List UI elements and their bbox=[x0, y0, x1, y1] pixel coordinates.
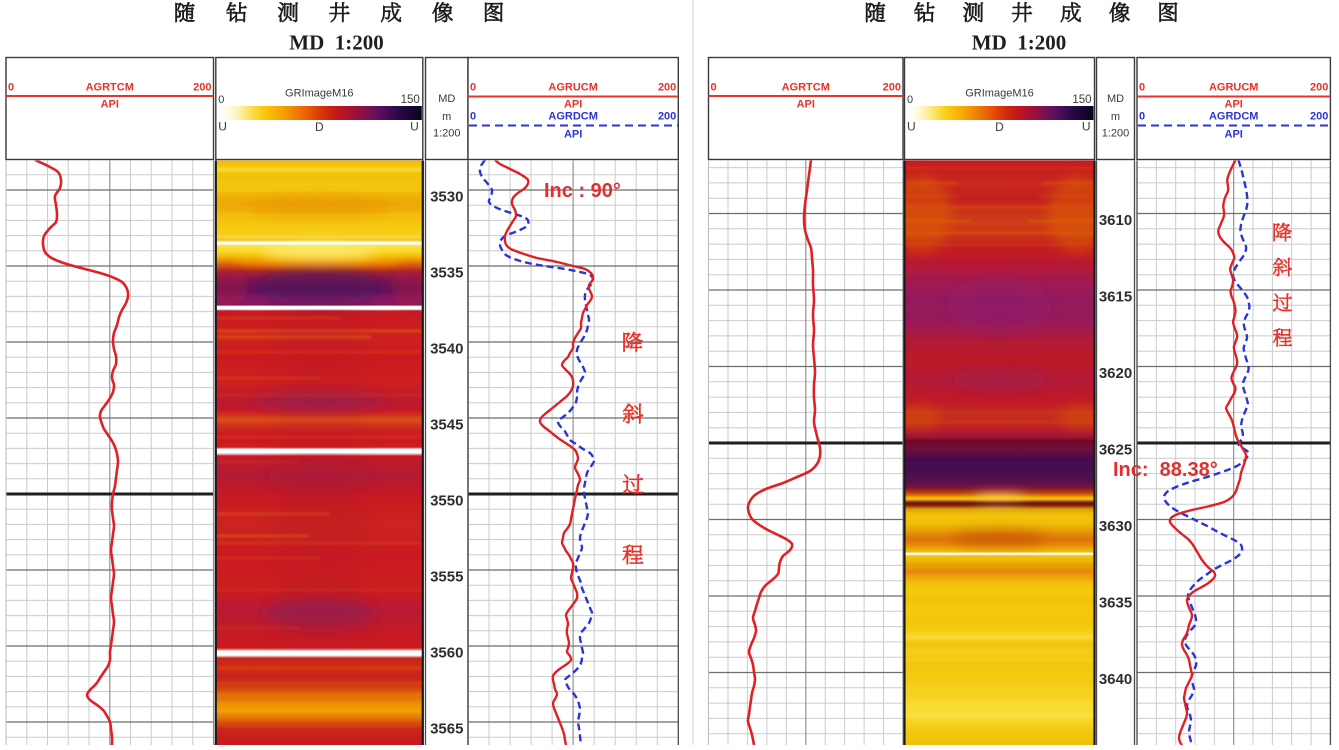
svg-text:0: 0 bbox=[470, 111, 476, 123]
svg-text:3625: 3625 bbox=[1099, 442, 1132, 459]
svg-text:API: API bbox=[564, 129, 582, 141]
svg-text:GRImageM16: GRImageM16 bbox=[965, 88, 1033, 100]
svg-text:AGRUCM: AGRUCM bbox=[1209, 82, 1259, 94]
svg-text:D: D bbox=[315, 120, 324, 134]
svg-text:3640: 3640 bbox=[1099, 671, 1132, 688]
svg-text:U: U bbox=[907, 120, 916, 134]
svg-text:200: 200 bbox=[658, 82, 676, 94]
svg-text:150: 150 bbox=[1072, 94, 1091, 106]
svg-text:U: U bbox=[1082, 120, 1091, 134]
svg-text:3555: 3555 bbox=[430, 569, 463, 586]
svg-text:Inc : 90°: Inc : 90° bbox=[544, 180, 621, 202]
svg-text:3620: 3620 bbox=[1099, 365, 1132, 382]
svg-text:AGRTCM: AGRTCM bbox=[86, 82, 134, 94]
svg-text:API: API bbox=[564, 99, 582, 111]
svg-text:API: API bbox=[1225, 129, 1243, 141]
svg-text:MD: MD bbox=[438, 93, 455, 105]
svg-text:3560: 3560 bbox=[430, 645, 463, 662]
svg-text:3540: 3540 bbox=[430, 341, 463, 358]
svg-text:0: 0 bbox=[8, 82, 14, 94]
svg-text:AGRDCM: AGRDCM bbox=[548, 111, 598, 123]
svg-text:MD 1:200: MD 1:200 bbox=[972, 31, 1066, 55]
svg-text:AGRUCM: AGRUCM bbox=[548, 82, 598, 94]
svg-text:0: 0 bbox=[470, 82, 476, 94]
svg-text:3635: 3635 bbox=[1099, 595, 1132, 612]
svg-text:3535: 3535 bbox=[430, 265, 463, 282]
svg-text:1:200: 1:200 bbox=[433, 128, 461, 140]
svg-text:0: 0 bbox=[1139, 111, 1145, 123]
svg-text:API: API bbox=[797, 99, 815, 111]
svg-text:U: U bbox=[218, 120, 227, 134]
svg-text:3530: 3530 bbox=[430, 189, 463, 206]
svg-text:0: 0 bbox=[711, 82, 717, 94]
svg-text:1:200: 1:200 bbox=[1102, 128, 1130, 140]
svg-text:m: m bbox=[442, 111, 451, 123]
svg-text:D: D bbox=[995, 120, 1004, 134]
svg-text:3565: 3565 bbox=[430, 721, 463, 738]
svg-text:GRImageM16: GRImageM16 bbox=[285, 88, 353, 100]
svg-text:AGRTCM: AGRTCM bbox=[782, 82, 830, 94]
svg-text:200: 200 bbox=[658, 111, 676, 123]
svg-text:3630: 3630 bbox=[1099, 518, 1132, 535]
svg-text:3550: 3550 bbox=[430, 493, 463, 510]
svg-text:3615: 3615 bbox=[1099, 289, 1132, 306]
svg-text:MD: MD bbox=[1107, 93, 1124, 105]
svg-text:API: API bbox=[101, 99, 119, 111]
svg-text:200: 200 bbox=[193, 82, 211, 94]
svg-text:0: 0 bbox=[1139, 82, 1145, 94]
svg-text:3610: 3610 bbox=[1099, 212, 1132, 229]
svg-text:200: 200 bbox=[1310, 82, 1328, 94]
svg-text:200: 200 bbox=[883, 82, 901, 94]
svg-text:U: U bbox=[410, 120, 419, 134]
svg-text:m: m bbox=[1111, 111, 1120, 123]
svg-text:AGRDCM: AGRDCM bbox=[1209, 111, 1259, 123]
svg-text:API: API bbox=[1225, 99, 1243, 111]
svg-text:MD 1:200: MD 1:200 bbox=[289, 31, 383, 55]
svg-text:3545: 3545 bbox=[430, 417, 463, 434]
svg-text:200: 200 bbox=[1310, 111, 1328, 123]
svg-text:0: 0 bbox=[218, 94, 224, 106]
svg-text:Inc: 88.38°: Inc: 88.38° bbox=[1113, 459, 1218, 481]
svg-text:0: 0 bbox=[907, 94, 913, 106]
svg-text:150: 150 bbox=[401, 94, 420, 106]
